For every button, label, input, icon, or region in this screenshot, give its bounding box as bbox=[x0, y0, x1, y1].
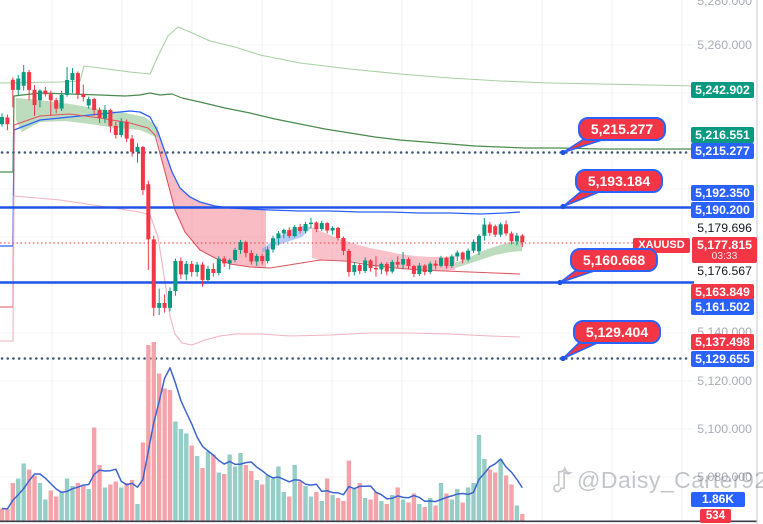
price-scale-label: 5,176.567 bbox=[697, 264, 752, 278]
current-price-label: 5,177.815 03:33 bbox=[692, 237, 757, 263]
price-scale-label: 5,242.902 bbox=[691, 82, 754, 98]
current-price-value: 5,177.815 bbox=[696, 238, 753, 252]
price-scale-label: 5,215.277 bbox=[691, 142, 754, 159]
price-alert-callout[interactable]: 5,215.277 bbox=[578, 117, 666, 141]
price-scale-label: 5,137.498 bbox=[691, 334, 754, 350]
volume-ma-label: 1.86K bbox=[691, 492, 745, 507]
music-note-icon bbox=[553, 466, 574, 493]
price-scale-label: 5,161.502 bbox=[691, 299, 754, 315]
bar-countdown: 03:33 bbox=[711, 251, 738, 262]
price-scale-label: 5,080.000 bbox=[697, 470, 752, 484]
price-scale-label: 5,260.000 bbox=[697, 38, 752, 52]
price-scale-label: 5,280.000 bbox=[697, 0, 752, 8]
price-scale-label: 5,179.696 bbox=[697, 221, 752, 235]
price-scale-label: 5,190.200 bbox=[691, 201, 754, 218]
price-scale-label: 5,163.849 bbox=[691, 283, 754, 300]
volume-last-label: 534 bbox=[700, 509, 731, 523]
price-scale-label: 5,192.350 bbox=[691, 185, 754, 201]
price-alert-callout[interactable]: 5,160.668 bbox=[570, 248, 658, 272]
price-alert-callout[interactable]: 5,193.184 bbox=[575, 169, 663, 193]
watermark: @Daisy_Carter9268 bbox=[552, 466, 763, 494]
price-scale-label: 5,216.551 bbox=[691, 127, 754, 143]
price-scale-label: 5,129.655 bbox=[691, 350, 754, 367]
price-scale-label: 5,120.000 bbox=[697, 374, 752, 388]
watermark-handle: @Daisy_Carter9268 bbox=[577, 466, 763, 493]
price-alert-callout[interactable]: 5,129.404 bbox=[573, 320, 661, 344]
price-scale-label: 5,100.000 bbox=[697, 422, 752, 436]
